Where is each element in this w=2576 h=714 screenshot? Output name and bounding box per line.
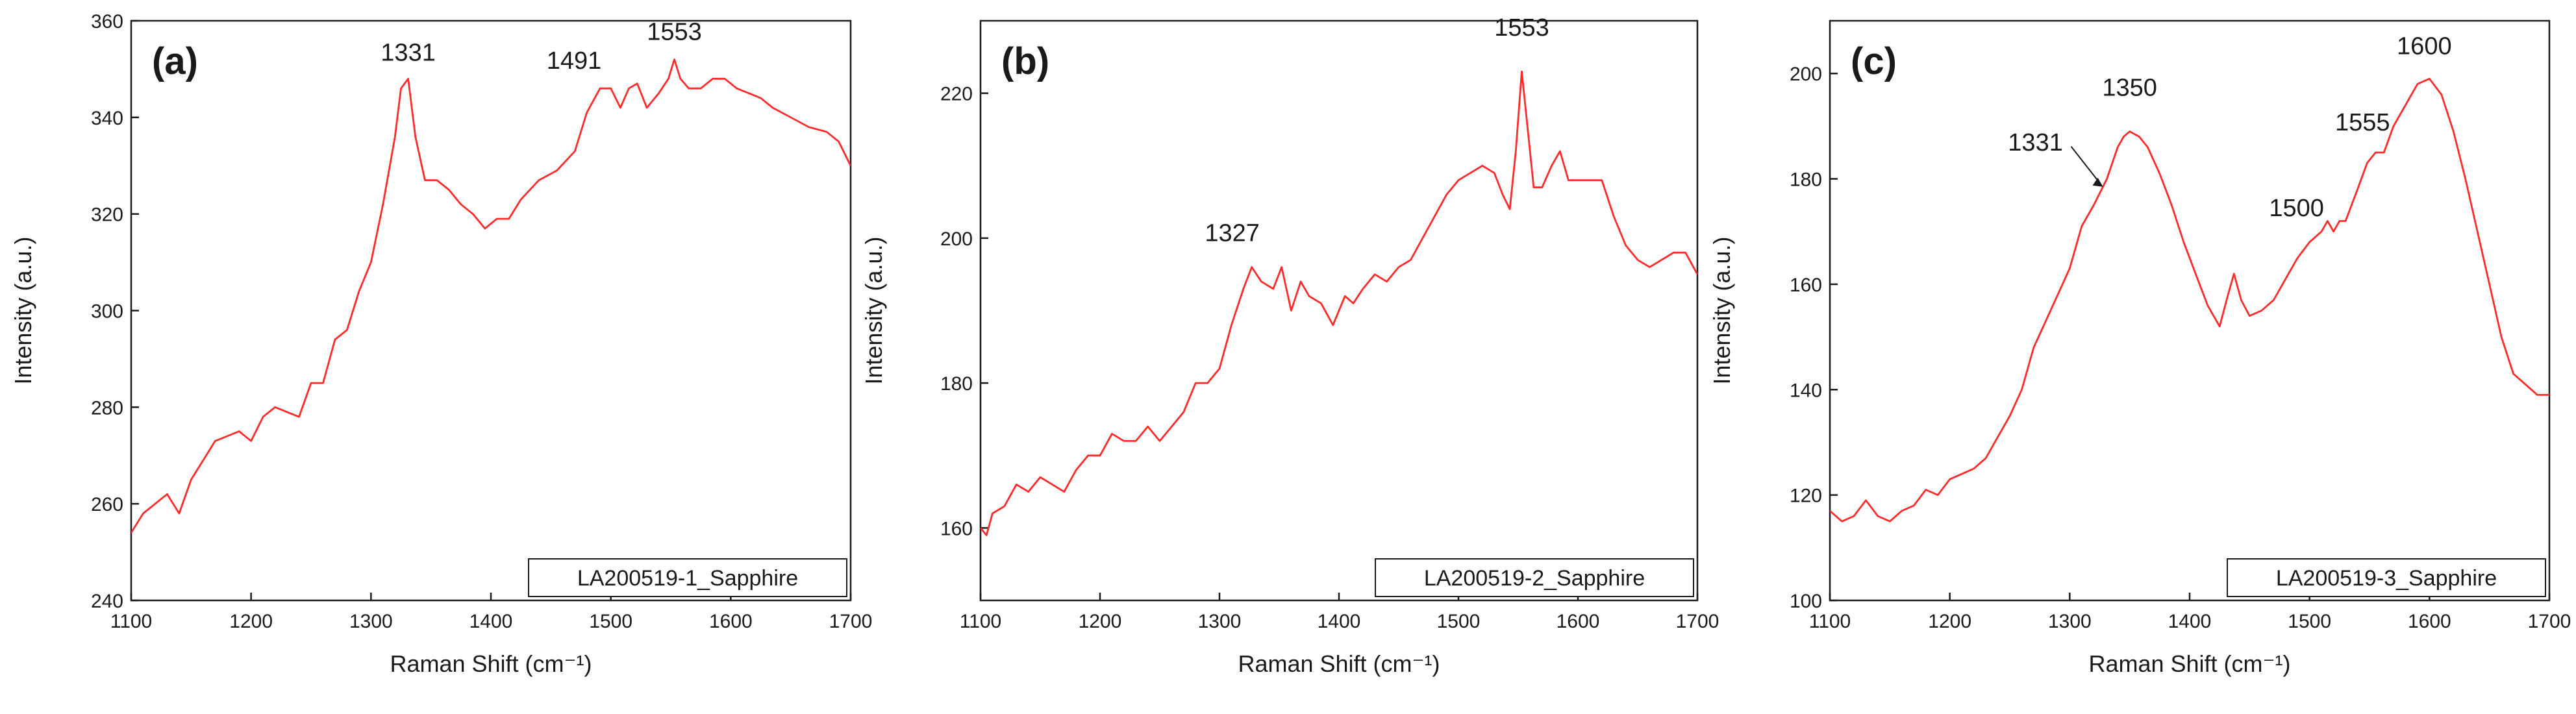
legend-label: LA200519-1_Sapphire [577,566,798,591]
x-tick-label: 1700 [2528,611,2571,632]
y-tick-label: 240 [91,591,123,612]
spectrum-line [1830,77,2549,523]
y-tick-label: 340 [91,108,123,129]
x-axis-title: Raman Shift (cm⁻¹) [2088,650,2290,677]
spectrum-line [131,58,851,534]
x-tick-label: 1500 [589,611,632,632]
x-tick-label: 1600 [1557,611,1600,632]
y-tick-label: 140 [1790,380,1822,401]
peak-label: 1600 [2397,32,2452,60]
peak-label: 1500 [2269,195,2324,222]
peak-arrow-line [2070,146,2103,186]
y-tick-label: 260 [91,494,123,515]
peak-label: 1491 [547,47,602,75]
legend-box [528,558,847,597]
x-axis-title: Raman Shift (cm⁻¹) [1238,650,1440,677]
y-tick-label: 100 [1790,591,1822,612]
spectrum-line [981,70,1697,536]
panel-a: 1100 1200 1300 1400 1500 1600 1700 240 260 280 300… [10,11,872,677]
peak-label: 1553 [647,19,702,46]
panel-c: 1100 1200 1300 1400 1500 1600 1700 100 120 140 160… [1708,19,2571,677]
y-axis-title: Intensity (a.u.) [860,236,887,384]
x-tick-label: 1600 [2408,611,2451,632]
x-tick-label: 1400 [1318,611,1361,632]
y-tick-label: 200 [940,228,973,250]
y-tick-label: 160 [940,518,973,539]
y-tick-label: 200 [1790,64,1822,85]
x-tick-label: 1700 [829,611,873,632]
y-tick-label: 120 [1790,486,1822,507]
y-tick-label: 180 [940,373,973,395]
x-tick-label: 1600 [709,611,753,632]
y-axis-title: Intensity (a.u.) [1708,236,1735,384]
y-tick-label: 180 [1790,169,1822,191]
x-tick-label: 1500 [1437,611,1481,632]
panel-label: (b) [1001,40,1049,82]
x-axis-title: Raman Shift (cm⁻¹) [390,650,592,677]
x-tick-label: 1200 [1079,611,1122,632]
x-tick-label: 1200 [229,611,273,632]
legend-box [2227,558,2546,597]
y-axis-title: Intensity (a.u.) [10,236,36,384]
panel-b: 1100 1200 1300 1400 1500 1600 1700 160 180 200 220… [860,14,1719,677]
peak-arrow-head [2092,177,2103,187]
x-tick-label: 1200 [1928,611,1971,632]
peak-label: 1555 [2335,109,2390,136]
x-tick-label: 1100 [110,611,153,632]
x-tick-label: 1500 [2288,611,2331,632]
x-tick-label: 1700 [1676,611,1719,632]
peak-label: 1331 [381,39,436,66]
peak-label: 1327 [1205,220,1260,247]
y-tick-label: 160 [1790,275,1822,296]
x-tick-label: 1100 [960,611,1002,632]
y-tick-label: 300 [91,301,123,323]
y-tick-label: 320 [91,204,123,226]
legend-label: LA200519-3_Sapphire [2276,566,2497,591]
panel-label: (a) [152,40,198,82]
legend-box [1375,558,1694,597]
panel-label: (c) [1851,40,1897,82]
x-tick-label: 1300 [1198,611,1242,632]
plot-frame [1829,19,2551,602]
y-tick-label: 280 [91,397,123,419]
x-tick-label: 1400 [469,611,513,632]
plot-frame [130,19,852,602]
x-tick-label: 1300 [349,611,393,632]
x-tick-label: 1300 [2048,611,2092,632]
x-tick-label: 1400 [2168,611,2212,632]
peak-label: 1331 [2008,129,2063,156]
peak-label: 1553 [1494,14,1549,42]
y-tick-label: 360 [91,11,123,32]
x-tick-label: 1100 [1809,611,1851,632]
y-tick-label: 220 [940,84,973,105]
legend-label: LA200519-2_Sapphire [1424,566,1645,591]
peak-label: 1350 [2102,74,2157,101]
